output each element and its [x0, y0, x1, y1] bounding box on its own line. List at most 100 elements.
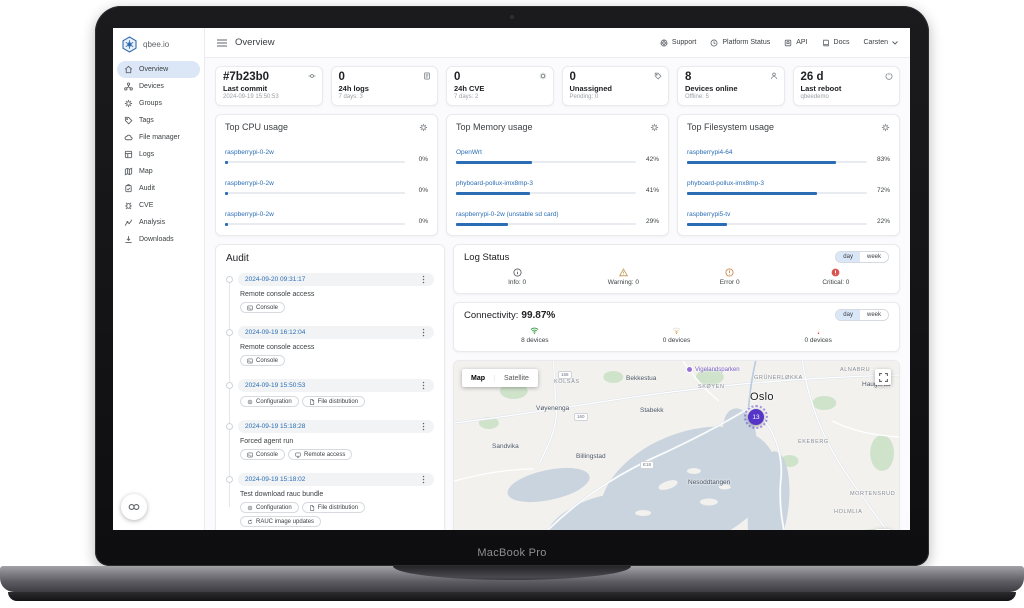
top-filesystem-usage-card: Top Filesystem usage raspberrypi4-64 83% …: [677, 114, 900, 236]
api-button[interactable]: API: [784, 39, 808, 47]
toggle-week[interactable]: week: [859, 252, 888, 262]
connectivity-offline-stat: 0 devices: [747, 326, 889, 344]
audit-tag-configuration[interactable]: Configuration: [240, 502, 299, 513]
audit-item: 2024-09-19 15:50:53 Configuration File d…: [226, 379, 434, 407]
hamburger-icon[interactable]: [217, 38, 227, 47]
audit-timestamp-pill[interactable]: 2024-09-19 15:50:53: [238, 379, 434, 392]
device-link[interactable]: OpenWrt: [456, 149, 482, 156]
sidebar: qbee.io Overview Devices Groups: [113, 28, 205, 530]
device-link[interactable]: raspberrypi-0-2w: [225, 180, 274, 187]
topbar: Overview Support Platform Status API: [205, 28, 910, 58]
gear-icon[interactable]: [419, 123, 428, 132]
user-menu[interactable]: Carsten: [863, 39, 898, 46]
pegman-control[interactable]: [875, 529, 891, 530]
sidebar-item-downloads[interactable]: Downloads: [117, 231, 200, 248]
device-link[interactable]: phyboard-pollux-imx8mp-3: [687, 180, 764, 187]
usage-row: Top CPU usage raspberrypi-0-2w 0% raspber…: [215, 114, 900, 236]
sidebar-nav: Overview Devices Groups Tags: [113, 60, 204, 249]
connectivity-title: Connectivity:: [464, 309, 519, 321]
audit-tag-console[interactable]: Console: [240, 302, 286, 313]
kebab-menu-icon[interactable]: [420, 475, 427, 484]
audit-tag-console[interactable]: Console: [240, 355, 286, 366]
fullscreen-button[interactable]: [875, 369, 891, 385]
toggle-day[interactable]: day: [836, 252, 860, 262]
kebab-menu-icon[interactable]: [420, 275, 427, 284]
sidebar-item-logs[interactable]: Logs: [117, 146, 200, 163]
stat-card-last-reboot[interactable]: 26 d Last reboot qbeedemo: [792, 66, 900, 106]
sidebar-item-audit[interactable]: Audit: [117, 180, 200, 197]
audit-tag-console[interactable]: Console: [240, 449, 286, 460]
toggle-week[interactable]: week: [859, 310, 888, 320]
usage-bar: [456, 222, 636, 226]
audit-tag-configuration[interactable]: Configuration: [240, 396, 299, 407]
sidebar-item-analysis[interactable]: Analysis: [117, 214, 200, 231]
support-icon: [660, 39, 668, 46]
audit-tag-file-distribution[interactable]: File distribution: [301, 396, 366, 407]
kebab-menu-icon[interactable]: [420, 328, 427, 337]
audit-timestamp-pill[interactable]: 2024-09-20 09:31:17: [238, 273, 434, 286]
remote-access-icon: [295, 452, 301, 458]
gear-icon[interactable]: [650, 123, 659, 132]
device-link[interactable]: phyboard-pollux-imx8mp-3: [456, 180, 533, 187]
sidebar-item-cve[interactable]: CVE: [117, 197, 200, 214]
status-clock-icon: [710, 39, 718, 46]
map-label: MORTENSRUD: [850, 491, 896, 497]
sidebar-item-devices[interactable]: Devices: [117, 78, 200, 95]
stat-card-24h-cve[interactable]: 0 24h CVE 7 days: 2: [446, 66, 554, 106]
audit-timestamp-pill[interactable]: 2024-09-19 15:18:28: [238, 420, 434, 433]
map-label: Bekkestua: [626, 375, 657, 382]
sidebar-item-map[interactable]: Map: [117, 163, 200, 180]
audit-panel: Audit 2024-09-20 09:31:17 Remote console…: [215, 244, 445, 530]
chat-widget-button[interactable]: [121, 494, 147, 520]
map-poi-vigelandsparken[interactable]: Vigelandsparken: [686, 366, 740, 373]
gear-icon[interactable]: [881, 123, 890, 132]
stat-card-last-commit[interactable]: #7b23b0 Last commit 2024-09-19 15:50:53: [215, 66, 323, 106]
cloud-icon: [124, 134, 133, 141]
sidebar-item-groups[interactable]: Groups: [117, 95, 200, 112]
macbook-brand-label: MacBook Pro: [477, 547, 547, 559]
devices-icon: [124, 82, 133, 91]
map-canvas: [454, 361, 899, 530]
map-type-map[interactable]: Map: [471, 374, 485, 382]
log-info-stat: Info: 0: [464, 268, 570, 286]
map-label: KOLSÅS: [554, 379, 580, 385]
audit-timestamp-pill[interactable]: 2024-09-19 15:18:02: [238, 473, 434, 486]
tag-icon: [654, 72, 662, 80]
stat-card-unassigned[interactable]: 0 Unassigned Pending: 0: [561, 66, 669, 106]
top-memory-usage-card: Top Memory usage OpenWrt 42% phyboard-pol…: [446, 114, 669, 236]
device-link[interactable]: raspberrypi-0-2w: [225, 211, 274, 218]
tag-icon: [124, 116, 133, 125]
platform-status-button[interactable]: Platform Status: [710, 39, 770, 47]
map-icon: [124, 167, 133, 176]
stat-card-devices-online[interactable]: 8 Devices online Offline: 5: [677, 66, 785, 106]
device-link[interactable]: raspberrypi5-tv: [687, 211, 731, 218]
log-status-title: Log Status: [464, 251, 510, 263]
device-cluster-marker[interactable]: 13: [744, 405, 768, 429]
stat-card-24h-logs[interactable]: 0 24h logs 7 days: 3: [330, 66, 438, 106]
device-link[interactable]: raspberrypi-0-2w (unstable sd card): [456, 211, 559, 218]
logo[interactable]: qbee.io: [113, 28, 204, 60]
kebab-menu-icon[interactable]: [420, 422, 427, 431]
toggle-day[interactable]: day: [836, 310, 860, 320]
audit-timestamp-pill[interactable]: 2024-09-19 16:12:04: [238, 326, 434, 339]
audit-tag-rauc-image-updates[interactable]: RAUC image updates: [240, 516, 322, 527]
sidebar-item-overview[interactable]: Overview: [117, 61, 200, 78]
fullscreen-icon: [878, 372, 888, 382]
usage-bar: [225, 191, 405, 195]
support-button[interactable]: Support: [660, 39, 696, 47]
audit-tag-remote-access[interactable]: Remote access: [288, 449, 353, 460]
audit-tag-file-distribution[interactable]: File distribution: [301, 502, 366, 513]
connectivity-panel: Connectivity: 99.87% day week: [453, 302, 900, 352]
usage-bar: [225, 222, 405, 226]
log-status-day-week-toggle: day week: [835, 251, 889, 263]
docs-button[interactable]: Docs: [822, 39, 849, 47]
audit-description: Forced agent run: [240, 438, 294, 445]
sidebar-item-file-manager[interactable]: File manager: [117, 129, 200, 146]
map-type-satellite[interactable]: Satellite: [494, 374, 538, 382]
sidebar-item-tags[interactable]: Tags: [117, 112, 200, 129]
device-link[interactable]: raspberrypi-0-2w: [225, 149, 274, 156]
device-link[interactable]: raspberrypi4-64: [687, 149, 733, 156]
map-panel[interactable]: KOLSÅS Bekkestua Vøyenenga Stabekk Sandv…: [453, 360, 900, 530]
kebab-menu-icon[interactable]: [420, 381, 427, 390]
map-label: Stabekk: [640, 407, 664, 414]
